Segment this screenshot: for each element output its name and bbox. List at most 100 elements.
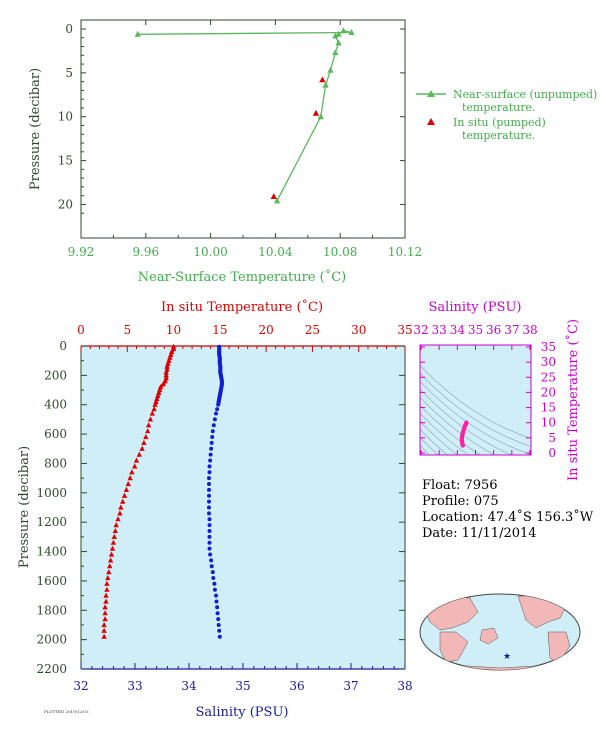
legend-green-triangle-icon — [427, 90, 435, 97]
salinity-point — [211, 576, 216, 580]
y-tick-label: 10 — [58, 110, 73, 124]
salinity-point — [217, 634, 222, 639]
temperature-point — [109, 545, 116, 551]
salinity-point — [212, 587, 217, 592]
ts-x-tick-label: 32 — [413, 323, 428, 337]
temperature-tick-label: 15 — [212, 323, 227, 337]
y-tick-label: 20 — [58, 197, 73, 211]
temperature-point — [107, 557, 114, 563]
temperature-point — [112, 528, 118, 534]
pressure-tick-label: 1400 — [36, 545, 67, 559]
salinity-tick-label: 33 — [127, 679, 142, 693]
temperature-point — [157, 387, 163, 393]
ts-x-tick-label: 38 — [522, 323, 537, 337]
temperature-point — [107, 563, 113, 569]
temperature-point — [103, 592, 109, 598]
salinity-point — [218, 364, 223, 369]
salinity-point — [209, 446, 214, 451]
ts-y-tick-label: 0 — [548, 446, 556, 460]
temperature-point — [139, 445, 145, 451]
salinity-point — [208, 458, 213, 463]
landmass-australia — [479, 627, 499, 645]
salinity-tick-label: 38 — [397, 679, 412, 693]
legend-unpumped-line2: temperature. — [462, 101, 536, 114]
salinity-point — [207, 487, 211, 492]
temperature-point — [125, 481, 131, 487]
salinity-point — [209, 558, 214, 563]
temperature-point — [118, 504, 124, 510]
salinity-point — [218, 370, 223, 375]
salinity-tick-label: 32 — [73, 679, 88, 693]
pressure-tick-label: 1000 — [36, 486, 67, 500]
temperature-tick-label: 0 — [77, 323, 85, 337]
salinity-point — [212, 417, 217, 422]
profile-pressure-axis-label: Pressure (decibar) — [17, 446, 32, 568]
salinity-point — [207, 464, 212, 469]
legend-pumped-line1: In situ (pumped) — [453, 116, 546, 129]
temperature-point — [145, 428, 151, 434]
legend-pumped-label: In situ (pumped) temperature. — [453, 116, 549, 142]
temperature-point — [127, 475, 133, 481]
unpumped-point — [335, 39, 342, 46]
temperature-point — [143, 434, 149, 440]
near-surface-x-axis-label: Near-Surface Temperature (˚C) — [138, 269, 346, 285]
temperature-point — [102, 616, 108, 622]
pressure-tick-label: 0 — [59, 339, 67, 353]
unpumped-point — [317, 113, 324, 120]
temperature-tick-label: 25 — [305, 323, 320, 337]
pressure-tick-label: 1600 — [36, 574, 67, 588]
unpumped-point — [273, 197, 281, 204]
profile-number-text: Profile: 075 — [422, 494, 499, 509]
salinity-tick-label: 36 — [289, 679, 304, 693]
ts-y-tick-label: 35 — [541, 340, 556, 354]
x-tick-label: 10.08 — [323, 245, 357, 259]
unpumped-point — [335, 30, 342, 37]
profile-plot-background — [81, 346, 405, 669]
ts-y-tick-label: 5 — [548, 431, 556, 445]
temperature-point — [121, 492, 128, 498]
ts-plot-background — [420, 345, 531, 455]
salinity-point — [216, 617, 221, 622]
density-contour — [420, 364, 531, 439]
pressure-tick-label: 800 — [44, 456, 67, 470]
y-tick-label: 5 — [65, 66, 73, 80]
near-surface-x-ticks: 9.92 9.96 10.00 10.04 10.08 10.12 — [68, 20, 422, 259]
temperature-tick-label: 5 — [123, 323, 131, 337]
salinity-point — [214, 599, 219, 604]
salinity-point — [207, 499, 211, 504]
temperature-point — [149, 410, 155, 416]
ts-y-tick-label: 25 — [541, 370, 556, 384]
temperature-point — [115, 516, 121, 522]
ts-x-tick-label: 35 — [468, 323, 483, 337]
profile-chart: 0 5 10 15 20 25 30 35 32 33 34 35 36 37 38 0 200 400 600… — [17, 299, 413, 720]
legend-red-triangle-icon — [427, 118, 435, 125]
salinity-tick-label: 37 — [343, 679, 358, 693]
density-contour — [420, 412, 469, 455]
x-tick-label: 9.92 — [68, 245, 95, 259]
density-contour — [420, 444, 431, 455]
legend-unpumped-line1: Near-surface (unpumped) — [453, 88, 597, 101]
temperature-point — [151, 406, 157, 412]
temperature-point — [111, 533, 117, 539]
salinity-point — [207, 523, 212, 528]
temperature-point — [145, 422, 152, 428]
temperature-point — [104, 580, 110, 586]
pressure-y-ticks: 0 200 400 600 800 1000 1200 1400 1600 1800 2000 220… — [36, 339, 405, 676]
salinity-point — [215, 407, 220, 412]
ts-x-tick-label: 34 — [450, 323, 466, 337]
landmass-africa — [439, 631, 469, 663]
temperature-point — [132, 463, 138, 469]
temperature-point — [102, 610, 108, 616]
x-tick-label: 10.04 — [258, 245, 293, 259]
salinity-point — [207, 482, 211, 486]
density-contour — [420, 436, 439, 455]
ts-salinity-axis-label: Salinity (PSU) — [429, 300, 522, 315]
profile-series — [101, 343, 224, 639]
density-contour — [420, 428, 448, 455]
temperature-point — [152, 401, 158, 407]
temperature-point — [141, 439, 147, 445]
near-surface-y-axis-label: Pressure (decibar) — [28, 68, 43, 190]
salinity-point — [214, 593, 218, 598]
landmass-south-america — [547, 631, 571, 665]
